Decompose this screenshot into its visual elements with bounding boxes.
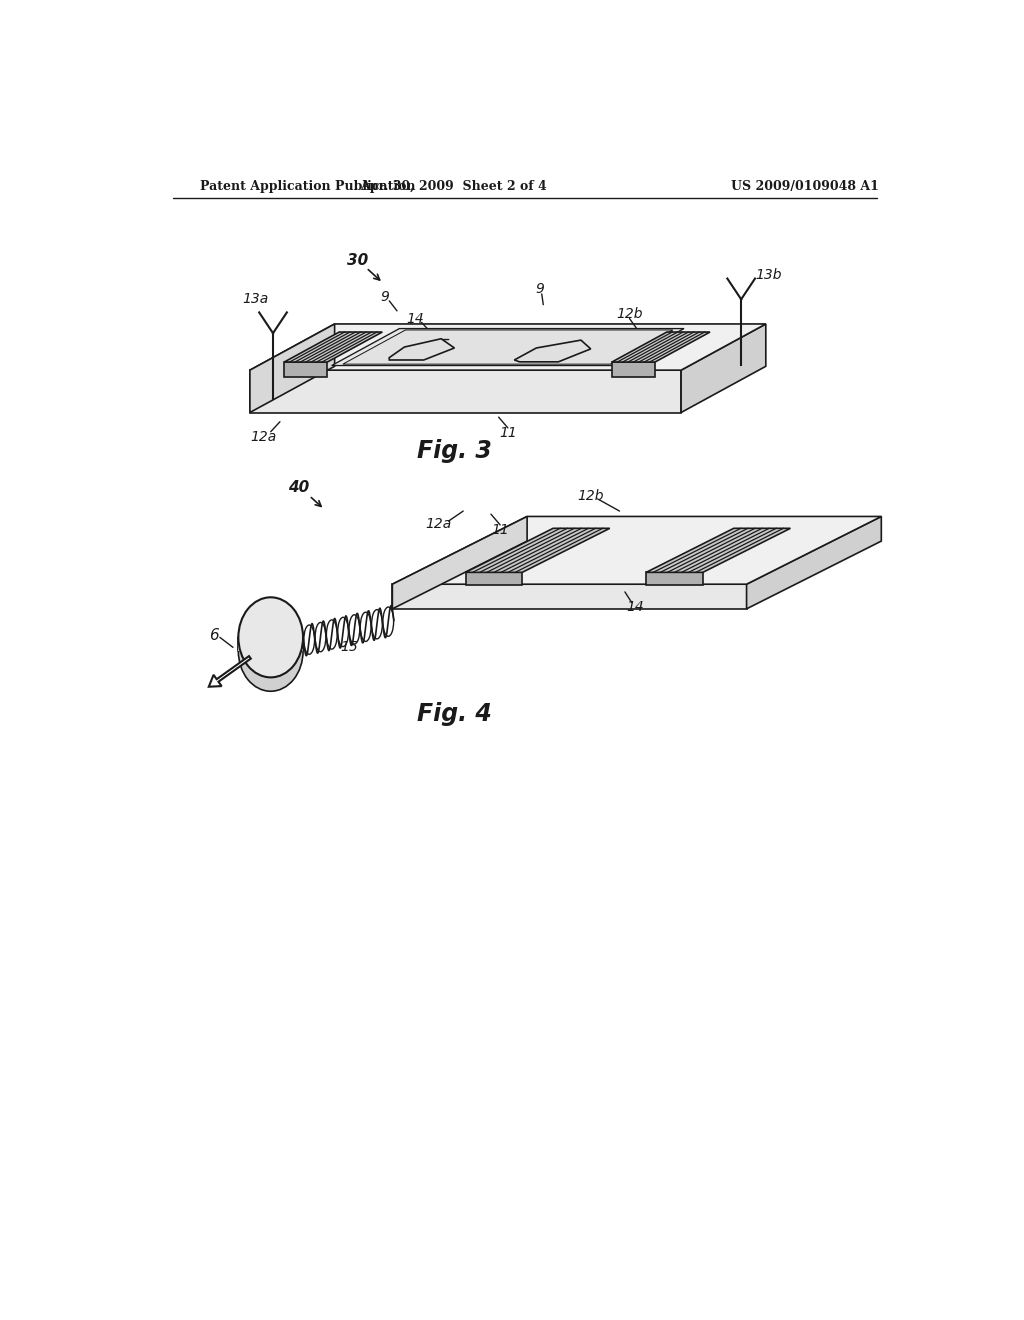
Polygon shape [250,370,681,412]
Polygon shape [612,362,655,378]
Polygon shape [392,516,882,585]
Ellipse shape [239,598,303,677]
Text: 12b: 12b [616,308,643,321]
Text: 30: 30 [347,252,369,268]
Polygon shape [514,341,591,362]
Text: Patent Application Publication: Patent Application Publication [200,181,416,194]
Polygon shape [466,528,609,573]
Text: 12a: 12a [425,517,452,531]
Polygon shape [284,333,382,362]
Polygon shape [466,573,522,585]
Text: Apr. 30, 2009  Sheet 2 of 4: Apr. 30, 2009 Sheet 2 of 4 [360,181,548,194]
Polygon shape [612,333,710,362]
Text: 15: 15 [340,640,358,655]
Polygon shape [389,339,455,360]
Ellipse shape [239,611,303,692]
Text: 6: 6 [209,628,218,643]
Text: 40: 40 [288,480,309,495]
Text: 11: 11 [499,426,517,441]
Text: 16: 16 [278,661,295,675]
Polygon shape [392,516,527,609]
Polygon shape [646,573,702,585]
Text: 12b: 12b [578,488,604,503]
Text: 13b: 13b [755,268,781,282]
Polygon shape [681,323,766,412]
Polygon shape [746,516,882,609]
Text: 9: 9 [380,290,389,304]
Text: Fig. 4: Fig. 4 [417,702,492,726]
Polygon shape [284,362,328,378]
Text: 12a: 12a [250,430,276,444]
Polygon shape [250,323,335,412]
Text: Fig. 3: Fig. 3 [417,440,492,463]
Polygon shape [332,329,684,366]
Text: US 2009/0109048 A1: US 2009/0109048 A1 [731,181,879,194]
Polygon shape [646,528,791,573]
Text: 9: 9 [536,282,545,296]
Text: 11: 11 [492,523,509,536]
Polygon shape [343,330,673,364]
FancyArrow shape [209,656,251,686]
Text: 14: 14 [626,601,644,614]
Polygon shape [392,585,746,609]
Polygon shape [239,638,303,651]
Text: 13a: 13a [242,292,268,305]
Polygon shape [250,323,766,370]
Text: 14: 14 [407,312,424,326]
